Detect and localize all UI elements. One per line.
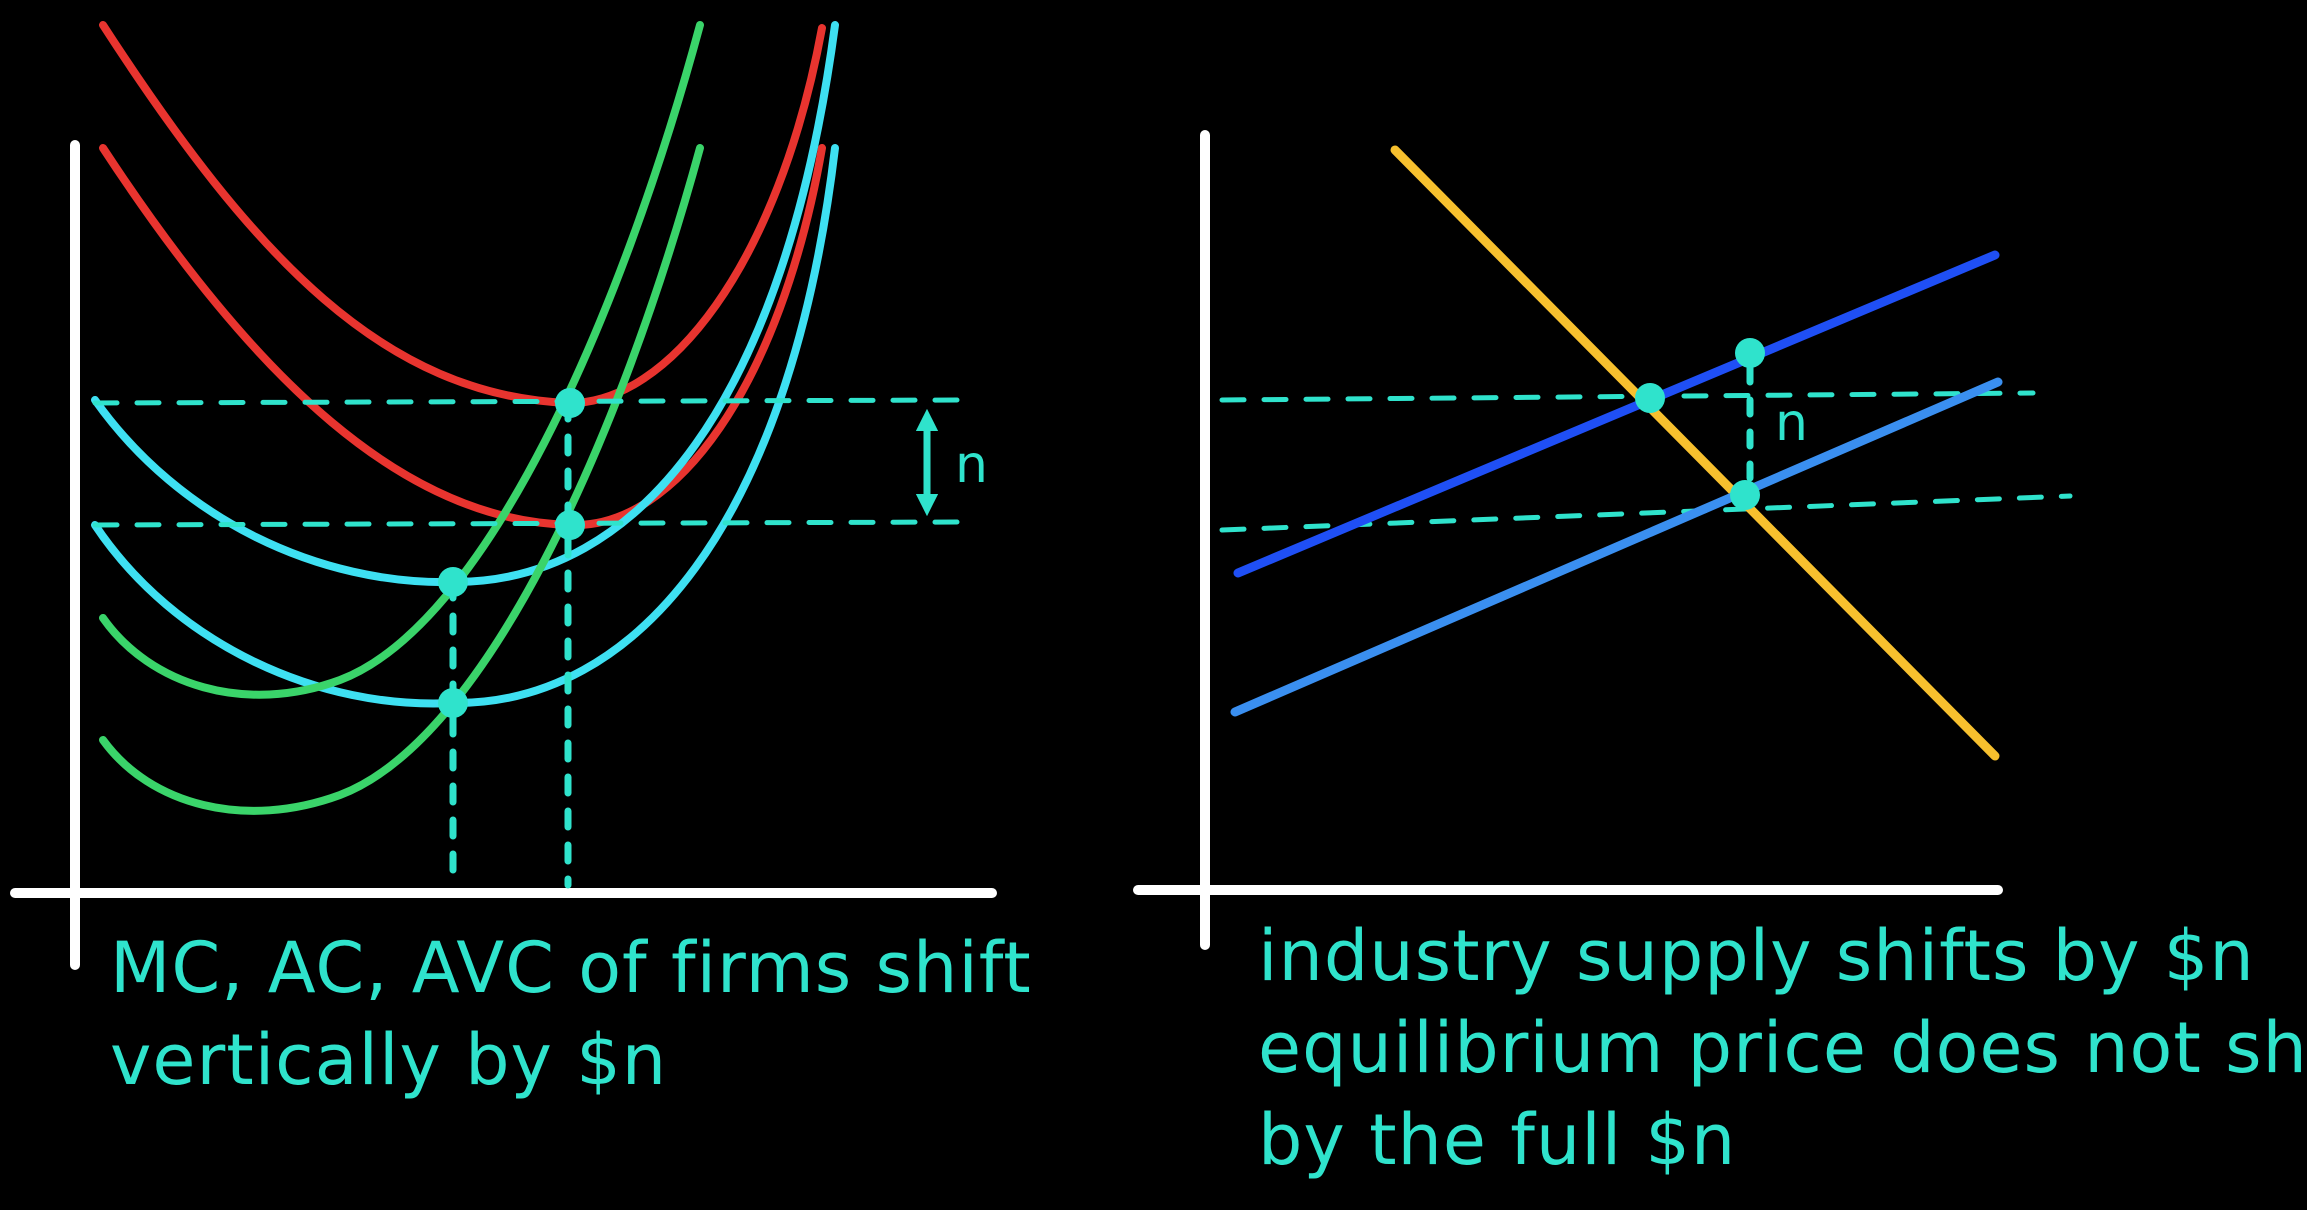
mc-curve-original — [99, 144, 704, 815]
left-dashed-level-upper — [92, 397, 968, 406]
right-point-new-equilibrium — [1635, 383, 1665, 413]
supply-curve-shifted — [1233, 250, 2000, 578]
left-dashed-level-lower — [92, 519, 968, 528]
ac-curve-shifted — [99, 21, 826, 408]
left-point-avc-mc-shifted — [438, 567, 468, 597]
avc-curve-original — [91, 144, 839, 708]
mc-curve-shifted — [99, 21, 704, 699]
left-caption-line-1: MC, AC, AVC of firms shift — [110, 927, 1032, 1009]
avc-curve-shifted — [91, 21, 839, 587]
right-caption-line-3: by the full $n — [1258, 1099, 1737, 1181]
right-shift-label: n — [1775, 393, 1808, 453]
right-caption-line-1: industry supply shifts by $n — [1258, 915, 2255, 997]
supply-curve-original — [1230, 377, 2003, 717]
right-caption: industry supply shifts by $n equilibrium… — [1258, 910, 2307, 1186]
left-shift-label: n — [955, 435, 988, 495]
right-dashed-level-upper — [1219, 390, 2036, 403]
right-caption-line-2: equilibrium price does not shift — [1258, 1007, 2307, 1089]
left-point-ac-mc-shifted — [555, 388, 585, 418]
right-panel-industry-market — [1133, 130, 2073, 950]
demand-curve — [1390, 145, 2000, 761]
left-caption-line-2: vertically by $n — [110, 1019, 668, 1101]
left-point-ac-mc-original — [555, 510, 585, 540]
left-point-avc-mc-original — [438, 688, 468, 718]
left-caption: MC, AC, AVC of firms shift vertically by… — [110, 922, 1032, 1106]
right-point-shift-top — [1735, 338, 1765, 368]
right-point-original-equilibrium — [1730, 480, 1760, 510]
ac-curve-original — [99, 144, 826, 530]
left-panel-firm-costs — [10, 21, 997, 970]
